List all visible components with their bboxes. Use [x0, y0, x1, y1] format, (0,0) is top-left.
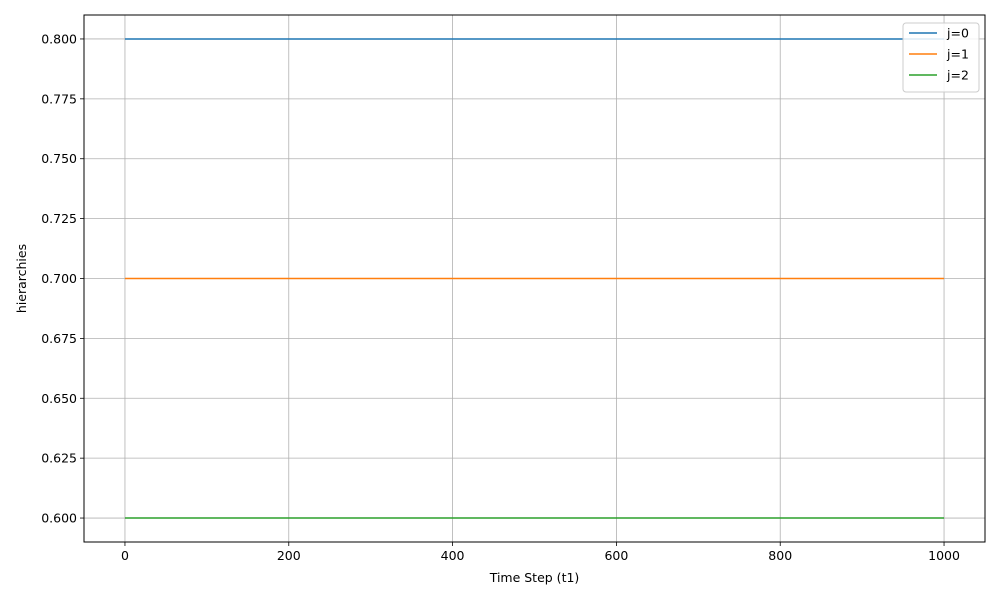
x-axis-label: Time Step (t1) — [489, 570, 580, 585]
y-tick-label: 0.800 — [41, 31, 77, 46]
y-axis-label: hierarchies — [14, 244, 29, 313]
y-tick-label: 0.700 — [41, 271, 77, 286]
legend-label: j=1 — [946, 47, 969, 62]
x-tick-label: 200 — [277, 548, 301, 563]
y-tick-label: 0.750 — [41, 151, 77, 166]
legend-label: j=2 — [946, 68, 969, 83]
y-tick-label: 0.725 — [41, 211, 77, 226]
x-tick-label: 800 — [768, 548, 792, 563]
y-tick-label: 0.675 — [41, 331, 77, 346]
x-axis-ticks: 0 200 400 600 800 1000 — [121, 542, 960, 563]
series-lines — [124, 38, 945, 519]
legend: j=0 j=1 j=2 — [902, 22, 980, 93]
y-tick-label: 0.775 — [41, 91, 77, 106]
x-tick-label: 600 — [604, 548, 628, 563]
x-tick-label: 1000 — [928, 548, 960, 563]
x-tick-label: 0 — [121, 548, 129, 563]
x-tick-label: 400 — [441, 548, 465, 563]
legend-label: j=0 — [946, 26, 969, 41]
y-axis-ticks: 0.600 0.625 0.650 0.675 0.700 0.725 0.750 0.775… — [41, 31, 84, 526]
y-tick-label: 0.650 — [41, 391, 77, 406]
y-tick-label: 0.625 — [41, 451, 77, 466]
y-tick-label: 0.600 — [41, 511, 77, 526]
